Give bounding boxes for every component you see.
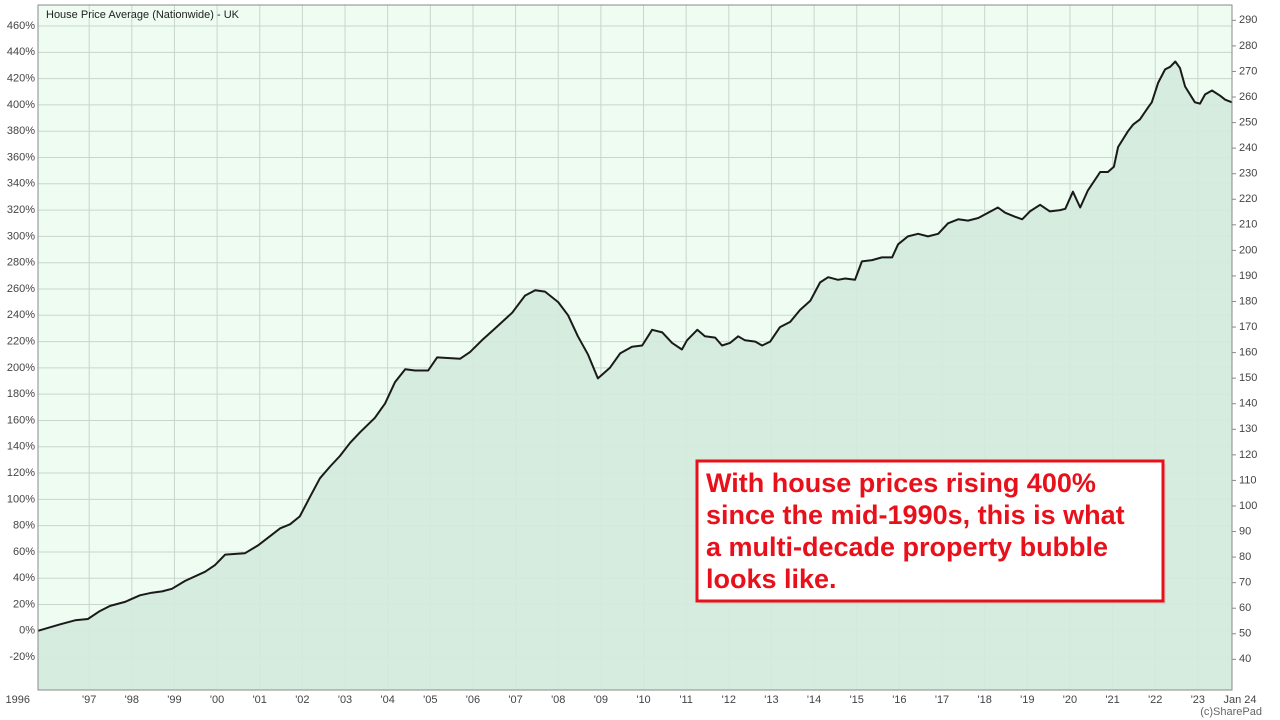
x-tick-label: '98 [125,694,139,706]
y2-tick-label: 160 [1239,347,1257,359]
x-tick-label: '04 [380,694,394,706]
x-tick-label: '05 [423,694,437,706]
y-tick-label: 100% [7,493,35,505]
y-tick-label: 240% [7,309,35,321]
y2-tick-label: 290 [1239,14,1257,26]
x-tick-label: '13 [764,694,778,706]
x-tick-label: '97 [82,694,96,706]
y2-tick-label: 70 [1239,577,1251,589]
x-tick-label: '16 [892,694,906,706]
x-tick-label: '03 [338,694,352,706]
x-tick-label: '19 [1020,694,1034,706]
x-tick-label: '11 [679,694,693,706]
annotation-line: since the mid-1990s, this is what [706,500,1125,530]
y-tick-label: 200% [7,362,35,374]
y-tick-label: 280% [7,257,35,269]
y2-tick-label: 170 [1239,321,1257,333]
y2-tick-label: 230 [1239,168,1257,180]
credit: (c)SharePad [1200,706,1262,718]
y2-tick-label: 120 [1239,449,1257,461]
x-tick-label: '23 [1191,694,1205,706]
y-tick-label: 340% [7,178,35,190]
y-tick-label: 420% [7,73,35,85]
y2-tick-label: 240 [1239,142,1257,154]
y2-tick-label: 150 [1239,372,1257,384]
y2-tick-label: 80 [1239,551,1251,563]
y2-tick-label: 100 [1239,500,1257,512]
y2-tick-label: 40 [1239,653,1251,665]
y2-tick-label: 280 [1239,40,1257,52]
x-tick-label: '15 [850,694,864,706]
x-tick-label: '18 [977,694,991,706]
x-tick-label: '14 [807,694,821,706]
y2-tick-label: 60 [1239,602,1251,614]
y-tick-label: 460% [7,20,35,32]
y2-tick-label: 200 [1239,244,1257,256]
x-tick-label: '01 [253,694,267,706]
y-tick-label: -20% [9,651,35,663]
annotation-line: With house prices rising 400% [706,468,1096,498]
annotation-line: looks like. [706,564,837,594]
x-tick-label: '07 [508,694,522,706]
y2-tick-label: 190 [1239,270,1257,282]
x-tick-label: '12 [722,694,736,706]
x-tick-label: 1996 [6,694,30,706]
y-tick-label: 220% [7,335,35,347]
x-tick-label: '17 [935,694,949,706]
y2-tick-label: 50 [1239,628,1251,640]
y-tick-label: 60% [13,546,35,558]
plot-border [37,4,1233,691]
line [37,60,1233,632]
x-tick-label: '99 [167,694,181,706]
y2-tick-label: 90 [1239,525,1251,537]
y2-tick-label: 210 [1239,219,1257,231]
x-tick-label: '02 [295,694,309,706]
y-tick-label: 180% [7,388,35,400]
y-tick-label: 300% [7,230,35,242]
x-tick-label: '21 [1105,694,1119,706]
x-tick-label: '22 [1148,694,1162,706]
chart-title: House Price Average (Nationwide) - UK [46,9,240,21]
y-tick-label: 160% [7,414,35,426]
y-tick-label: 80% [13,520,35,532]
y2-tick-label: 130 [1239,423,1257,435]
y-tick-label: 320% [7,204,35,216]
y-tick-label: 40% [13,572,35,584]
y2-tick-label: 220 [1239,193,1257,205]
y-tick-label: 0% [19,625,35,637]
y-tick-label: 400% [7,99,35,111]
x-tick-label: '09 [594,694,608,706]
y2-tick-label: 270 [1239,65,1257,77]
x-tick-label: Jan 24 [1223,694,1256,706]
y-tick-label: 380% [7,125,35,137]
y2-tick-label: 140 [1239,398,1257,410]
y2-tick-label: 260 [1239,91,1257,103]
ticks: -20% 0% 20% 40% 60% 80% 100% 120% 140% 160% 180% 20… [6,14,1258,706]
x-tick-label: '00 [210,694,224,706]
y-tick-label: 260% [7,283,35,295]
x-tick-label: '20 [1063,694,1077,706]
x-tick-label: '08 [551,694,565,706]
y-tick-label: 440% [7,46,35,58]
annotation-line: a multi-decade property bubble [706,532,1108,562]
y-tick-label: 120% [7,467,35,479]
y-tick-label: 360% [7,151,35,163]
annotation-box [695,459,1165,603]
y2-tick-label: 110 [1239,474,1257,486]
annotation: With house prices rising 400% since the … [695,459,1166,604]
y2-tick-label: 180 [1239,295,1257,307]
y-tick-label: 20% [13,598,35,610]
y-tick-label: 140% [7,441,35,453]
x-tick-label: '10 [636,694,650,706]
x-tick-label: '06 [466,694,480,706]
y2-tick-label: 250 [1239,116,1257,128]
